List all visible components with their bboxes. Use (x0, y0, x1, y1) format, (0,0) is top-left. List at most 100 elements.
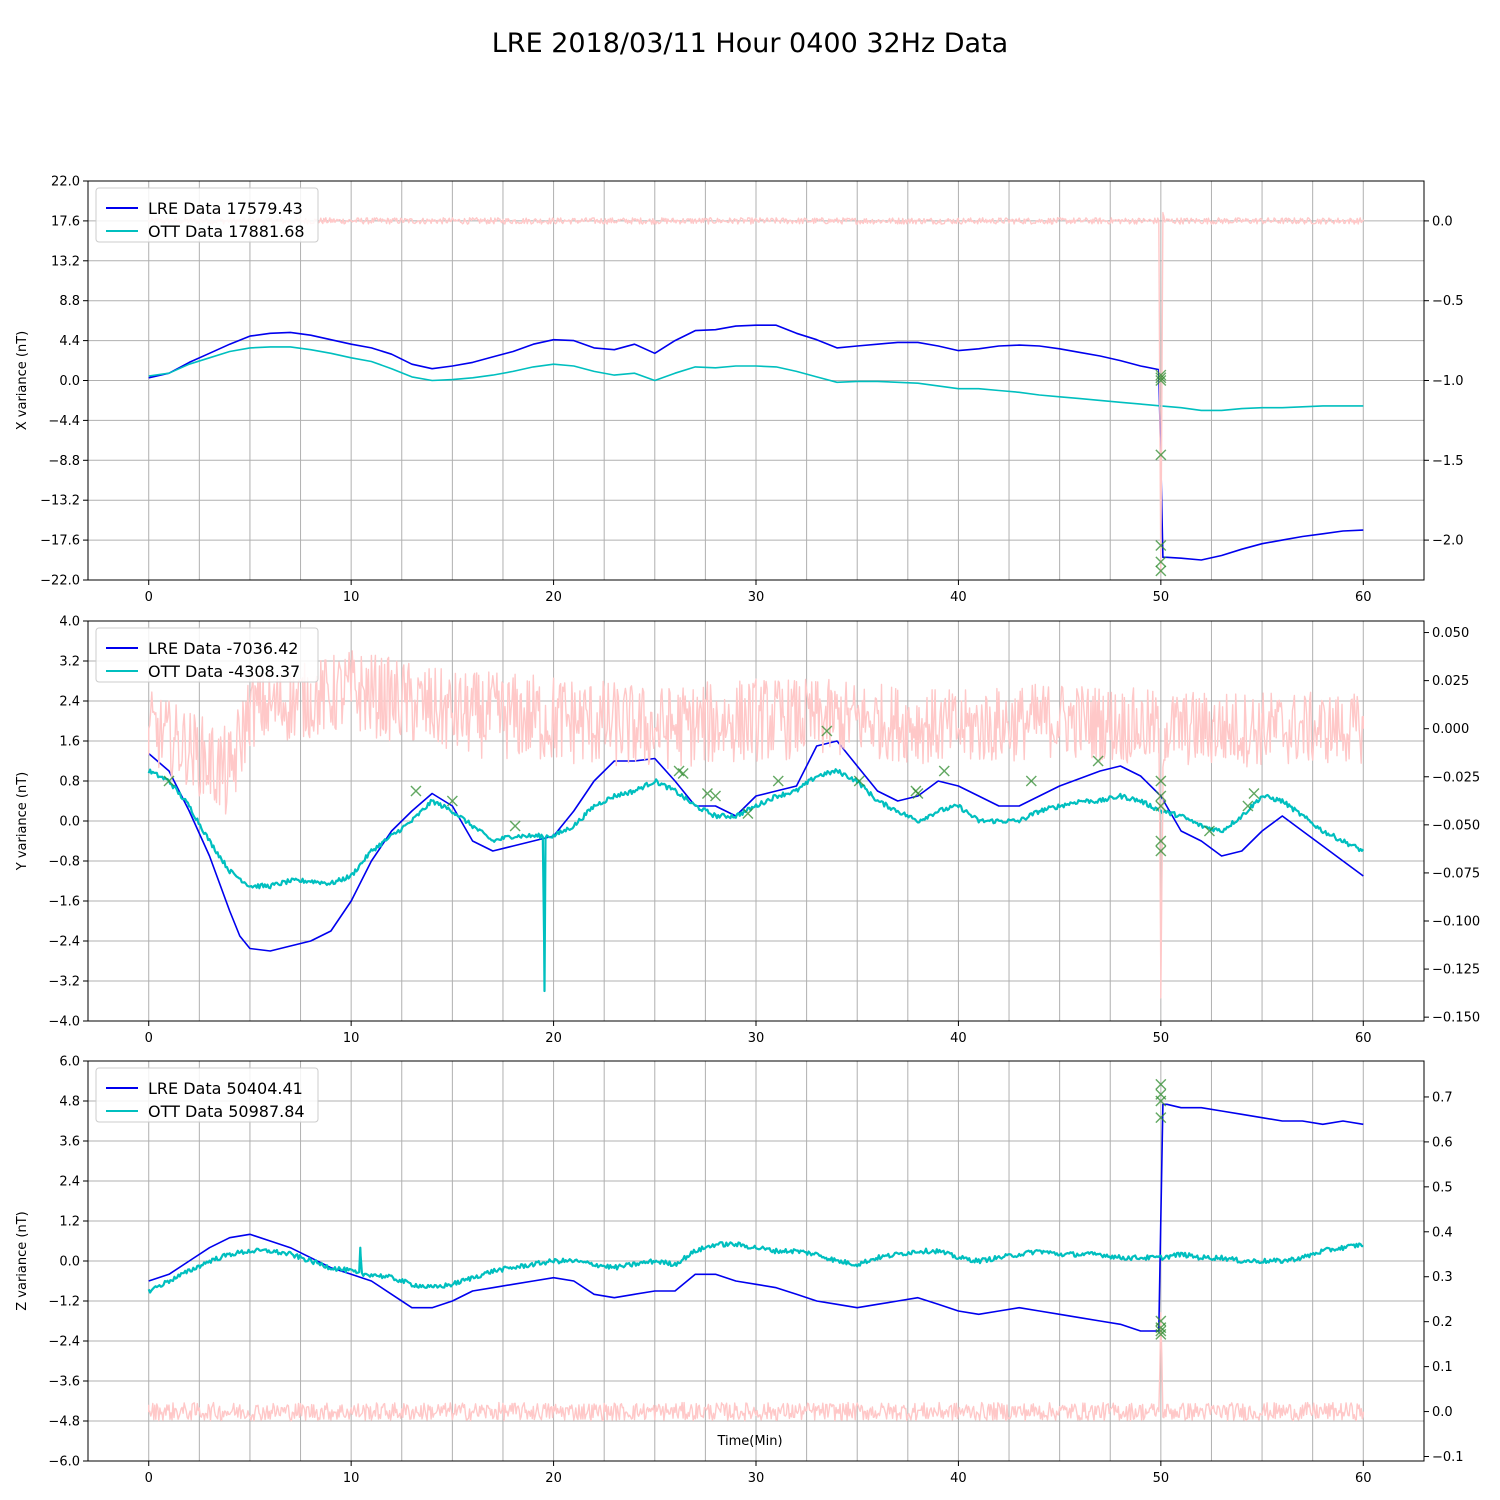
y2-tick-label: 0.3 (1432, 1270, 1453, 1285)
outlier-marker (1155, 372, 1167, 384)
outlier-marker (1155, 845, 1167, 857)
outlier-marker (1203, 825, 1215, 837)
x-tick-label: 10 (343, 1471, 360, 1486)
y-tick-label: 17.6 (51, 214, 80, 229)
outlier-marker (853, 775, 865, 787)
y-tick-label: 0.8 (59, 775, 80, 790)
marker-stroke (1092, 755, 1104, 767)
legend: LRE Data 50404.41 OTT Data 50987.84 (95, 1067, 319, 1123)
y-tick-label: 4.8 (59, 1095, 80, 1110)
y-tick-label: −8.8 (48, 454, 80, 469)
marker-stroke (701, 788, 713, 799)
legend: LRE Data 17579.43 OTT Data 17881.68 (95, 187, 319, 243)
marker-stroke (710, 790, 722, 802)
outlier-marker (1155, 1328, 1167, 1340)
y2-tick-label: −0.1 (1432, 1450, 1464, 1465)
x-tick-label: 0 (145, 1471, 153, 1486)
plot-area (147, 650, 1365, 999)
marker-stroke (1155, 1325, 1167, 1337)
y-tick-label: 0.0 (59, 374, 80, 389)
x-tick-label: 10 (343, 1031, 360, 1046)
marker-stroke (410, 785, 422, 797)
y-tick-label: −1.6 (48, 895, 80, 910)
outlier-marker (1155, 790, 1167, 802)
outlier-marker (1155, 565, 1167, 577)
y-tick-label: −1.2 (48, 1295, 80, 1310)
y2-tick-label: −0.050 (1432, 818, 1480, 833)
x-tick-label: 30 (748, 1031, 765, 1046)
marker-stroke (772, 775, 784, 787)
outlier-marker (1155, 540, 1167, 552)
legend-label: OTT Data 50987.84 (148, 1102, 305, 1121)
outlier-marker (938, 765, 950, 777)
panels: 0 10 20 30 40 50 60 22.0 17.6 13.2 8.8 4.4 0.0 −4.4 −8… (15, 175, 1480, 1487)
outlier-marker (772, 775, 784, 787)
marker-stroke (912, 788, 924, 799)
y2-tick-label: −0.075 (1432, 866, 1480, 881)
legend-box (95, 187, 319, 243)
plot-area (147, 1078, 1365, 1422)
marker-stroke (742, 808, 754, 819)
x-tick-label: 40 (950, 590, 967, 605)
marker-stroke (1155, 800, 1167, 812)
y2-tick-label: 0.4 (1432, 1225, 1453, 1240)
y2-tick-label: −1.0 (1432, 374, 1464, 389)
ott-data-line (147, 1241, 1364, 1294)
y2-tick-label: −0.150 (1432, 1011, 1480, 1026)
x-tick-label: 20 (545, 1471, 562, 1486)
y-tick-label: 3.2 (59, 655, 80, 670)
outlier-marker (1155, 800, 1167, 812)
y-tick-label: 2.4 (59, 1175, 80, 1190)
legend-label: LRE Data -7036.42 (148, 639, 298, 658)
outlier-marker (742, 808, 754, 819)
y-axis-label: Z variance (nT) (15, 1211, 30, 1310)
y-tick-label: −22.0 (40, 574, 80, 589)
marker-stroke (1155, 835, 1167, 847)
marker-stroke (853, 775, 865, 787)
difference-line (147, 650, 1365, 999)
ott-data-line (147, 768, 1365, 993)
marker-stroke (677, 768, 689, 779)
marker-stroke (1155, 775, 1167, 787)
y-tick-label: 4.0 (59, 615, 80, 630)
x-tick-label: 30 (748, 590, 765, 605)
panel-y: 0 10 20 30 40 50 60 4.0 3.2 2.4 1.6 0.8 0.0 −0.8 −1.6 −… (15, 615, 1480, 1047)
marker-stroke (673, 765, 685, 777)
marker-stroke (1025, 775, 1037, 787)
y-tick-label: −4.8 (48, 1415, 80, 1430)
outlier-marker (1092, 755, 1104, 767)
y2-tick-label: −0.100 (1432, 915, 1480, 930)
x-tick-label: 40 (950, 1471, 967, 1486)
x-tick-label: 60 (1355, 1031, 1372, 1046)
x-tick-label: 50 (1153, 1471, 1170, 1486)
x-tick-label: 0 (145, 590, 153, 605)
outlier-marker (1155, 1078, 1167, 1090)
legend-label: LRE Data 17579.43 (148, 199, 303, 218)
outlier-marker (677, 768, 689, 779)
panel-x: 0 10 20 30 40 50 60 22.0 17.6 13.2 8.8 4.4 0.0 −4.4 −8… (15, 175, 1464, 606)
figure-title: LRE 2018/03/11 Hour 0400 32Hz Data (492, 28, 1008, 59)
legend-box (95, 1067, 319, 1123)
x-axis-label: Time(Min) (716, 1434, 782, 1449)
difference-line (147, 1312, 1365, 1422)
marker-stroke (1155, 1078, 1167, 1090)
outlier-marker (163, 775, 175, 787)
x-tick-label: 60 (1355, 1471, 1372, 1486)
lre-data-line (148, 1103, 1364, 1332)
outlier-marker (1248, 788, 1260, 799)
marker-stroke (1155, 369, 1167, 381)
marker-stroke (1248, 788, 1260, 799)
marker-stroke (1155, 845, 1167, 857)
outlier-marker (1155, 775, 1167, 787)
y2-tick-label: −0.125 (1432, 963, 1480, 978)
y-tick-label: 13.2 (51, 254, 80, 269)
panel-z: 0 10 20 30 40 50 60 6.0 4.8 3.6 2.4 1.2 0.0 −1.2 −2.4 −… (15, 1055, 1464, 1487)
y2-tick-label: −1.5 (1432, 454, 1464, 469)
outlier-marker (1155, 375, 1167, 386)
legend: LRE Data -7036.42 OTT Data -4308.37 (95, 627, 319, 683)
y-tick-label: 2.4 (59, 695, 80, 710)
x-tick-label: 10 (343, 590, 360, 605)
y2-tick-label: 0.025 (1432, 674, 1469, 689)
x-tick-label: 30 (748, 1471, 765, 1486)
